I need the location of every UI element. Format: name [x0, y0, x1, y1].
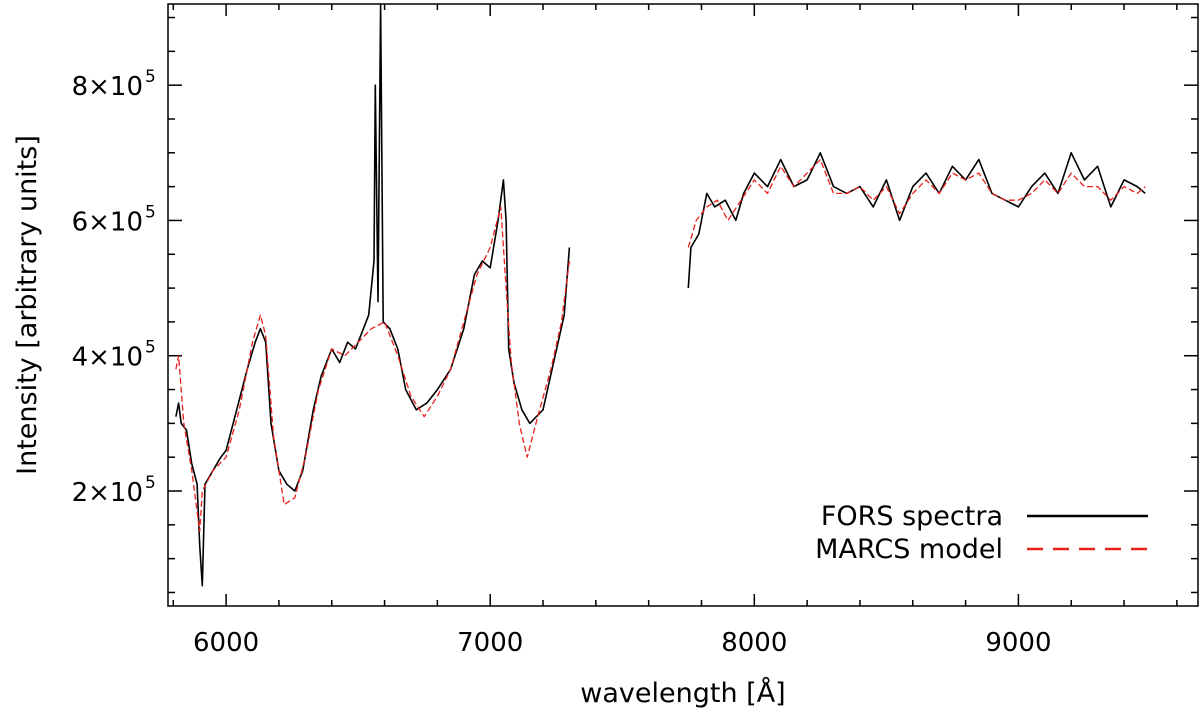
x-tick-labels: 6000 7000 8000 9000 — [193, 628, 1051, 658]
series-layer — [175, 3, 1146, 587]
y-tick-exponent: 5 — [145, 338, 156, 358]
y-tick-exponent: 5 — [145, 202, 156, 222]
marcs-model-line-segment-1 — [175, 206, 571, 533]
x-tick-label: 7000 — [457, 628, 523, 658]
y-tick-label: 8×10 5 — [72, 67, 156, 102]
plot-frame — [167, 3, 1199, 607]
y-axis-title: Intensity [arbitrary units] — [12, 135, 43, 475]
y-tick-mantissa: 6×10 — [72, 207, 143, 237]
x-axis-title: wavelength [Å] — [580, 677, 785, 709]
x-tick-label: 9000 — [985, 628, 1051, 658]
y-tick-exponent: 5 — [145, 67, 156, 87]
y-tick-label: 2×10 5 — [72, 473, 156, 508]
y-tick-mantissa: 8×10 — [72, 72, 143, 102]
legend-label-marcs: MARCS model — [815, 534, 1003, 565]
x-tick-label: 6000 — [193, 628, 259, 658]
y-tick-label: 6×10 5 — [72, 202, 156, 237]
y-tick-mantissa: 4×10 — [72, 343, 143, 373]
legend: FORS spectra MARCS model — [815, 501, 1148, 565]
legend-label-fors: FORS spectra — [821, 501, 1003, 532]
fors-spectrum-line-segment-2 — [687, 152, 1146, 289]
y-tick-exponent: 5 — [145, 473, 156, 493]
fors-spectrum-line-segment-1 — [175, 3, 571, 587]
y-tick-mantissa: 2×10 — [72, 478, 143, 508]
axis-ticks — [168, 4, 1198, 606]
x-tick-label: 8000 — [721, 628, 787, 658]
y-tick-labels: 2×10 54×10 56×10 58×10 5 — [72, 67, 156, 508]
marcs-model-line-segment-2 — [687, 158, 1146, 248]
y-tick-label: 4×10 5 — [72, 338, 156, 373]
